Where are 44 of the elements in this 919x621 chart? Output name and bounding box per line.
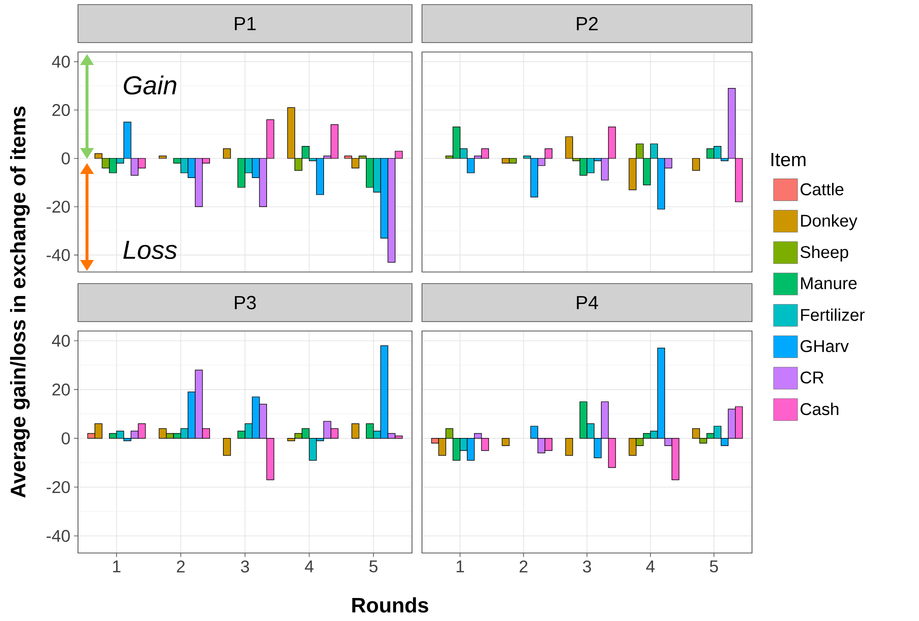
- y-tick-label: 20: [52, 104, 70, 116]
- x-tick-label: 5: [369, 560, 378, 572]
- legend-label: Donkey: [801, 214, 858, 230]
- annotation: Loss: [123, 240, 177, 260]
- legend-label: Cattle: [800, 182, 844, 196]
- x-tick-label: 2: [520, 560, 528, 572]
- chart-title: P3: [234, 296, 256, 310]
- y-tick-label: -40: [46, 530, 70, 542]
- y-tick-label: -40: [46, 249, 70, 262]
- bar: [351, 423, 360, 439]
- chart-title: P1: [234, 17, 256, 30]
- x-tick-label: 3: [582, 560, 591, 573]
- legend-label: Cash: [800, 402, 838, 416]
- bar: [502, 438, 510, 446]
- y-axis-title: Average gain/loss in exchange of items: [10, 106, 30, 498]
- chart-title: P4: [576, 296, 598, 310]
- legend-label: CR: [800, 371, 824, 384]
- y-tick-label: -20: [46, 200, 70, 213]
- x-tick-label: 3: [240, 560, 249, 573]
- bar: [223, 148, 231, 159]
- y-tick-label: 40: [52, 56, 70, 68]
- bar: [223, 438, 231, 456]
- legend-label: GHarv: [800, 340, 849, 352]
- y-tick-label: 0: [62, 152, 70, 164]
- x-tick-label: 1: [456, 560, 464, 572]
- legend-label: Manure: [801, 277, 857, 290]
- x-tick-label: 1: [113, 560, 120, 572]
- x-tick-label: 4: [304, 560, 314, 572]
- legend-label: Sheep: [800, 246, 848, 262]
- bar: [565, 438, 574, 456]
- annotation: Gain: [124, 75, 176, 95]
- chart-title: P2: [576, 16, 598, 30]
- x-tick-label: 4: [646, 560, 655, 572]
- y-tick-label: -20: [46, 481, 70, 494]
- x-axis-title: Rounds: [352, 597, 428, 613]
- x-tick-label: 5: [710, 560, 718, 572]
- legend-title: Item: [772, 153, 806, 166]
- bar: [692, 158, 700, 171]
- x-tick-label: 2: [176, 560, 185, 572]
- legend-label: Fertilizer: [801, 308, 865, 321]
- bar: [158, 156, 167, 159]
- y-tick-label: 20: [52, 384, 70, 396]
- y-tick-label: 40: [52, 334, 70, 347]
- y-tick-label: 0: [62, 432, 70, 444]
